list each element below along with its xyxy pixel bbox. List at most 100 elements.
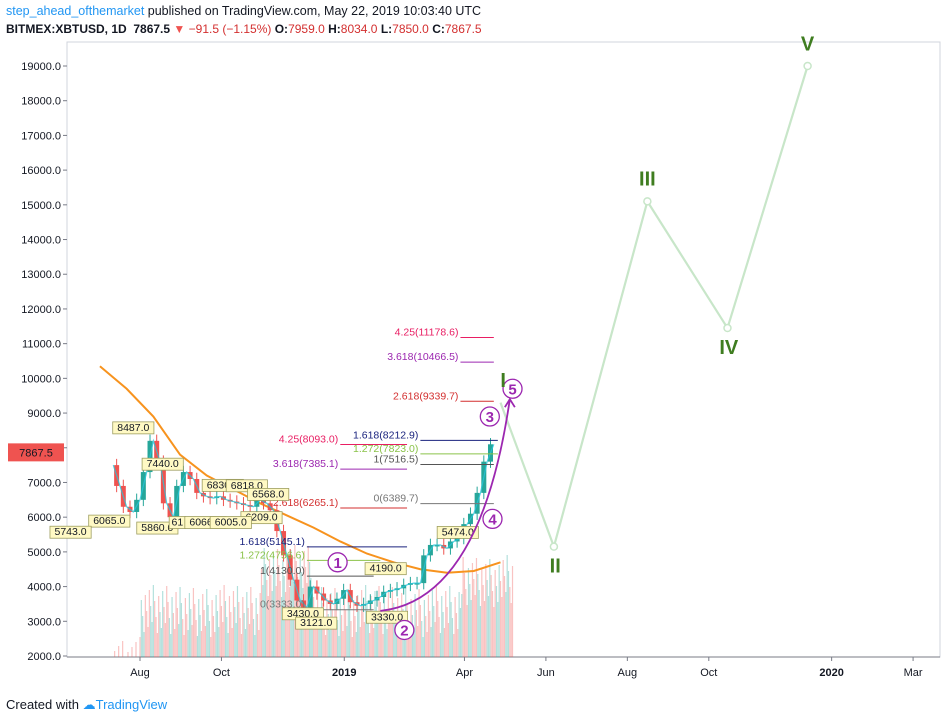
projection-point — [803, 61, 812, 71]
wave-circle — [394, 619, 415, 641]
volume-bar — [255, 598, 257, 657]
volume-bar — [501, 597, 503, 657]
volume-bar — [458, 592, 460, 657]
close-value: 7867.5 — [444, 22, 482, 36]
price-annotation-label: 6005.0 — [215, 517, 247, 529]
volume-bar — [159, 612, 161, 657]
volume-bar — [150, 606, 152, 657]
volume-bar — [206, 589, 208, 657]
volume-bar — [389, 608, 391, 657]
volume-bar — [146, 611, 148, 657]
volume-bar — [381, 618, 383, 657]
fib-level-label: 1.272(4756.6) — [240, 549, 305, 561]
volume-bar — [421, 621, 423, 657]
volume-bar — [148, 590, 150, 657]
y-tick-label: 13000.0 — [21, 269, 61, 281]
volume-bar — [338, 636, 340, 657]
volume-bar — [244, 629, 247, 657]
volume-bar — [393, 603, 395, 657]
volume-bar — [214, 632, 216, 657]
volume-bar — [318, 608, 320, 657]
x-tick-label: 2019 — [332, 667, 356, 679]
volume-bar — [227, 633, 229, 657]
author-link[interactable]: step_ahead_ofthemarket — [6, 4, 145, 18]
volume-bar — [179, 587, 181, 657]
projection-line — [499, 65, 809, 551]
y-tick-label: 17000.0 — [21, 130, 61, 142]
volume-bar — [454, 597, 456, 657]
volume-bar — [371, 612, 373, 657]
volume-bar — [224, 601, 227, 657]
fib-level-label: 4.25(8093.0) — [279, 434, 339, 446]
volume-bar — [510, 603, 512, 657]
volume-bar — [252, 619, 255, 657]
volume-bar — [268, 559, 271, 657]
volume-bar — [242, 597, 244, 657]
volume-bar — [349, 605, 351, 657]
volume-bar — [196, 636, 199, 657]
tradingview-brand[interactable]: TradingView — [95, 697, 168, 712]
volume-bar — [180, 603, 182, 657]
fib-level-label: 1(4130.0) — [260, 565, 305, 577]
low-value: 7850.0 — [392, 22, 429, 36]
volume-bar — [174, 629, 176, 657]
volume-bar — [226, 617, 228, 657]
volume-bar — [358, 611, 360, 657]
volume-bar — [361, 590, 363, 657]
volume-bar — [345, 610, 347, 657]
volume-bar — [247, 608, 249, 657]
volume-bar — [413, 631, 415, 657]
volume-bar — [151, 622, 153, 657]
fib-level-label: 3.618(10466.5) — [387, 351, 458, 363]
volume-bar — [417, 626, 419, 657]
volume-bar — [415, 610, 417, 657]
volume-bar — [232, 591, 235, 657]
projection-point — [549, 542, 559, 551]
volume-bar — [503, 576, 506, 657]
volume-bar — [451, 618, 454, 657]
volume-bar — [219, 590, 221, 657]
volume-bar — [279, 581, 281, 657]
volume-bar — [455, 613, 458, 657]
y-tick-label: 3000.0 — [27, 616, 61, 628]
y-tick-label: 4000.0 — [27, 582, 61, 594]
x-tick-label: Jun — [537, 667, 555, 679]
volume-bar — [509, 587, 511, 657]
x-tick-label: Oct — [700, 667, 717, 679]
volume-bar — [175, 592, 177, 657]
volume-bar — [160, 628, 162, 657]
volume-bar — [183, 635, 185, 657]
volume-bar — [477, 574, 479, 657]
volume-bar — [435, 585, 438, 657]
volume-bar — [375, 607, 377, 657]
price-annotation-box — [88, 514, 131, 528]
fib-level-label: 2.618(9339.7) — [393, 390, 458, 402]
volume-bar — [236, 586, 239, 657]
y-tick-label: 9000.0 — [27, 408, 61, 420]
volume-bar — [131, 647, 133, 657]
volume-bar — [450, 602, 452, 657]
volume-bar — [383, 597, 385, 657]
price-annotation-box — [247, 488, 290, 501]
volume-bar — [203, 610, 205, 657]
volume-bar — [258, 630, 260, 657]
y-tick-label: 6000.0 — [27, 512, 61, 524]
y-tick-label: 11000.0 — [22, 339, 61, 351]
wave-circle — [502, 378, 523, 399]
volume-bar — [374, 591, 376, 657]
volume-bar — [171, 597, 173, 657]
volume-bar — [479, 606, 482, 657]
volume-bar — [276, 549, 279, 657]
volume-bar — [155, 617, 157, 657]
y-tick-label: 2000.0 — [27, 651, 61, 663]
last-price: 7867.5 — [133, 22, 171, 36]
volume-bar — [167, 602, 169, 657]
volume-bar — [442, 612, 444, 657]
projection-point — [643, 197, 652, 206]
price-annotation-box — [209, 516, 252, 529]
volume-bar — [483, 601, 486, 657]
x-tick-label: Oct — [213, 667, 230, 679]
volume-bar — [438, 617, 440, 657]
volume-bar — [262, 585, 264, 657]
